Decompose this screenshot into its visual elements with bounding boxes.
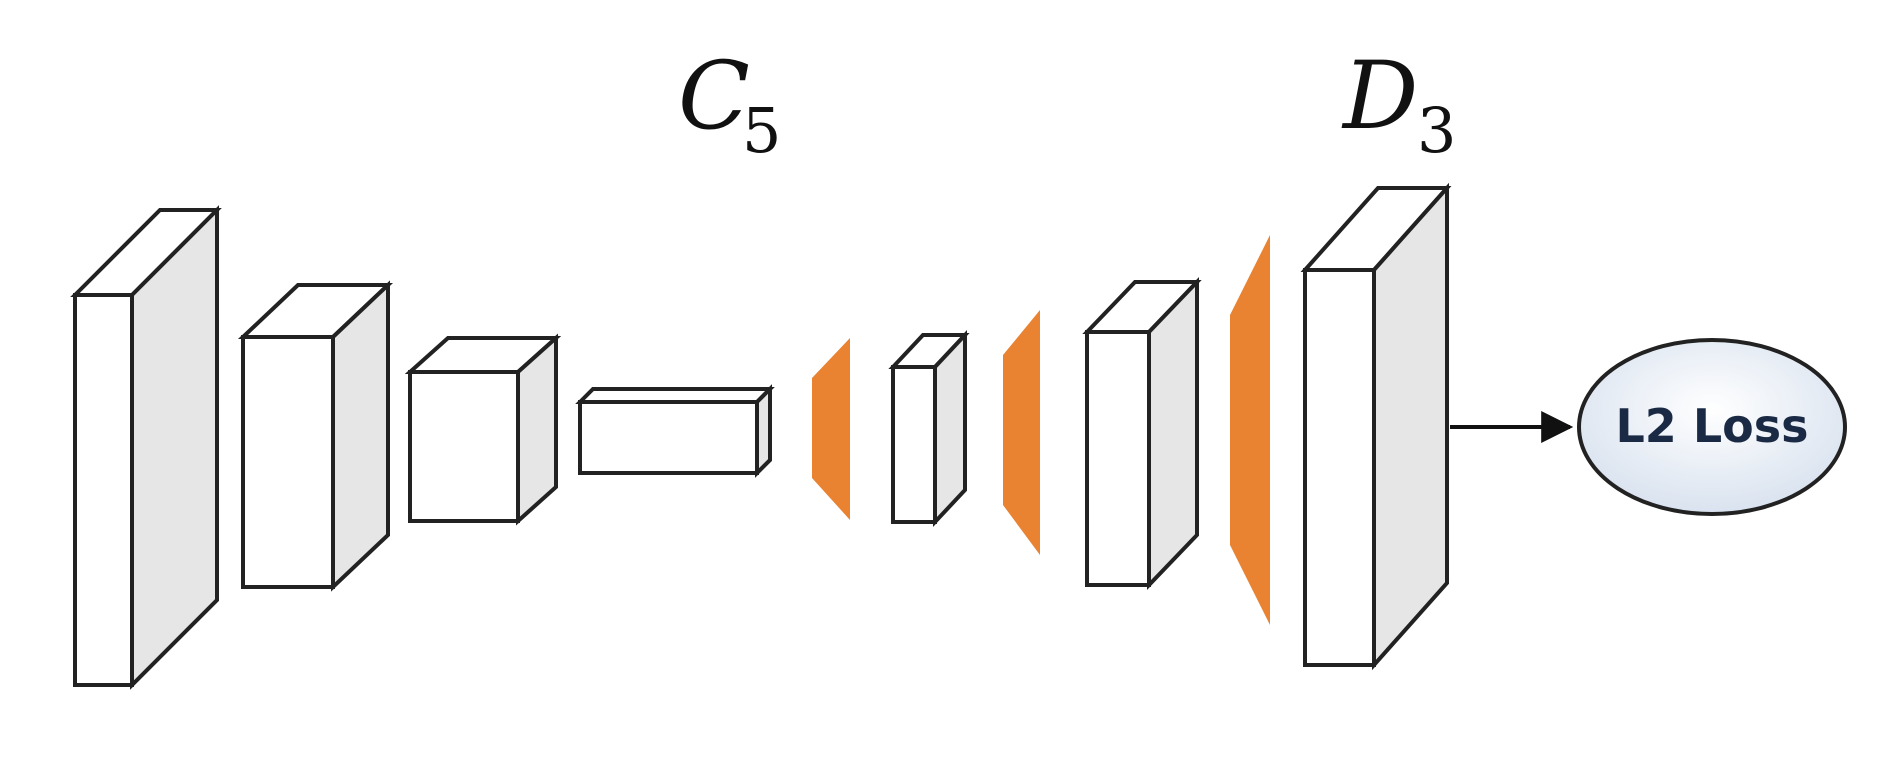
encoder-layer-1 xyxy=(70,205,222,690)
encoder-layer-4 xyxy=(575,384,775,478)
decoder-layer-5 xyxy=(888,329,970,528)
label-c5-base: C xyxy=(678,42,750,151)
label-d3-subscript: 3 xyxy=(1417,94,1456,167)
label-d3-base: D xyxy=(1341,42,1418,151)
label-c5: C 5 xyxy=(678,42,781,167)
upsample-2 xyxy=(1003,310,1040,555)
decoder-layer-7 xyxy=(1300,182,1452,671)
upsample-1 xyxy=(812,338,850,520)
label-c5-subscript: 5 xyxy=(742,94,781,167)
upsample-3 xyxy=(1230,235,1270,625)
encoder-layer-3 xyxy=(404,333,562,526)
loss-node: L2 Loss xyxy=(1577,338,1847,516)
loss-label: L2 Loss xyxy=(1615,399,1808,453)
label-d3: D 3 xyxy=(1341,42,1456,167)
decoder-layer-6 xyxy=(1082,277,1202,590)
encoder-layer-2 xyxy=(237,280,394,592)
